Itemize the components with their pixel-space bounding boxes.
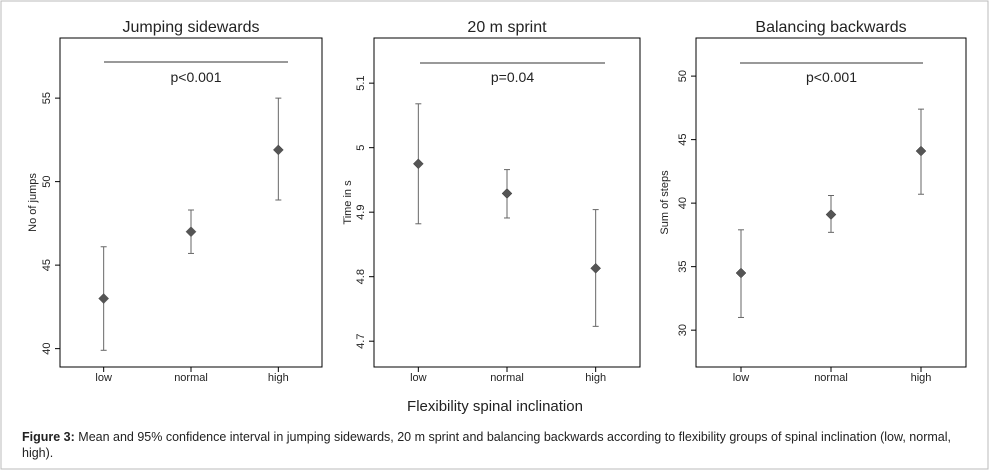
mean-marker-normal xyxy=(185,226,197,238)
x-tick-label-normal: normal xyxy=(174,372,208,384)
y-tick-label: 45 xyxy=(41,259,53,271)
y-tick-label: 40 xyxy=(677,197,689,209)
mean-marker-high xyxy=(590,262,602,274)
x-tick-label-normal: normal xyxy=(490,372,524,384)
common-x-axis-label: Flexibility spinal inclination xyxy=(407,398,583,415)
caption-label: Figure 3: xyxy=(22,430,75,444)
x-tick-label-high: high xyxy=(585,372,606,384)
y-tick-label: 40 xyxy=(41,343,53,355)
y-tick-label: 5.1 xyxy=(355,76,367,91)
chart-title-3: Balancing backwards xyxy=(755,19,906,36)
y-tick-label: 4.7 xyxy=(355,334,367,349)
x-tick-label-high: high xyxy=(911,372,932,384)
mean-marker-low xyxy=(98,293,110,304)
figure-caption: Figure 3: Mean and 95% confidence interv… xyxy=(22,429,977,461)
plot-frame-1 xyxy=(59,37,323,368)
x-tick-label-low: low xyxy=(733,372,750,384)
x-tick-label-low: low xyxy=(95,372,112,384)
y-tick-label: 45 xyxy=(677,133,689,145)
y-tick-label: 35 xyxy=(677,261,689,273)
mean-marker-high xyxy=(272,144,284,156)
mean-marker-normal xyxy=(825,209,837,220)
y-tick-label: 5 xyxy=(355,145,367,151)
y-axis-label-2: Time in s xyxy=(342,180,354,225)
chart-title-2: 20 m sprint xyxy=(467,19,547,36)
p-value-annotation-3: p<0.001 xyxy=(806,69,857,85)
x-tick-label-high: high xyxy=(268,372,289,384)
y-tick-label: 4.8 xyxy=(355,269,367,284)
mean-marker-low xyxy=(735,267,747,279)
y-tick-label: 50 xyxy=(677,70,689,82)
p-value-annotation-2: p=0.04 xyxy=(491,69,534,85)
y-axis-label-3: Sum of steps xyxy=(659,170,671,235)
p-value-annotation-1: p<0.001 xyxy=(171,69,222,85)
y-axis-label-1: No of jumps xyxy=(27,173,39,232)
x-tick-label-low: low xyxy=(410,372,427,384)
mean-marker-high xyxy=(915,145,927,157)
mean-marker-normal xyxy=(501,188,513,199)
caption-text: Mean and 95% confidence interval in jump… xyxy=(22,430,951,460)
y-tick-label: 4.9 xyxy=(355,205,367,220)
y-tick-label: 55 xyxy=(41,92,53,104)
x-tick-label-normal: normal xyxy=(814,372,848,384)
y-tick-label: 30 xyxy=(677,324,689,336)
y-tick-label: 50 xyxy=(41,175,53,187)
chart-title-1: Jumping sidewards xyxy=(123,19,260,36)
mean-marker-low xyxy=(412,158,424,170)
